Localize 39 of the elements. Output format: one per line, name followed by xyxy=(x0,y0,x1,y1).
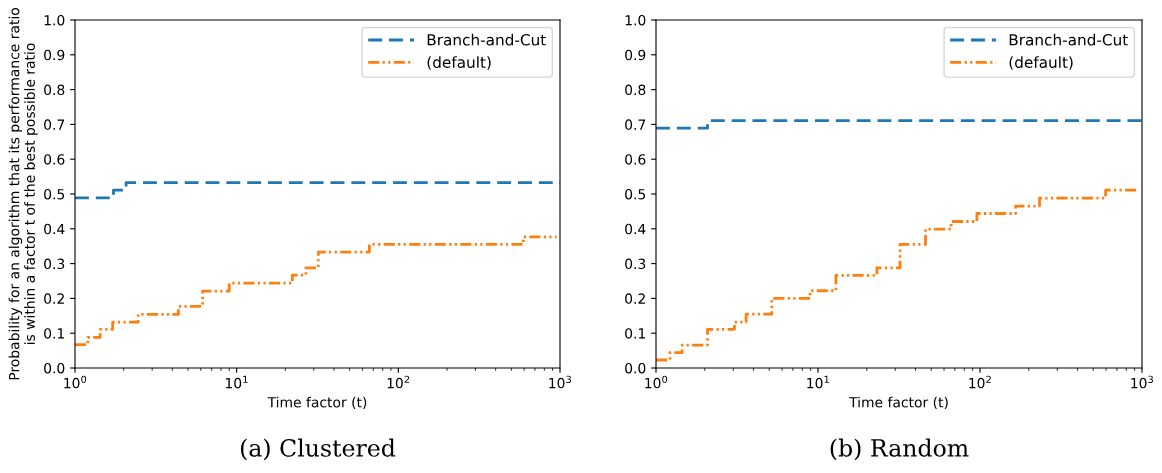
y-tick-label: 1.0 xyxy=(44,14,65,26)
y-tick-label: 0.3 xyxy=(625,258,646,270)
y-tick-label: 0.4 xyxy=(44,223,65,235)
y-tick-label: 0.2 xyxy=(625,293,645,304)
y-tick-label: 0.0 xyxy=(625,362,646,374)
legend-label: (default) xyxy=(1009,56,1073,70)
y-tick-label: 0.9 xyxy=(44,49,65,61)
y-tick-label: 0.5 xyxy=(625,188,646,200)
y-tick-label: 0.7 xyxy=(44,119,65,130)
text: (b) Random xyxy=(830,438,969,461)
x-tick-label: 10$^{0}$ xyxy=(645,375,668,389)
y-tick-label: 0.0 xyxy=(44,362,65,374)
y-tick-label: 0.1 xyxy=(625,328,645,339)
y-tick-label: 0.1 xyxy=(44,328,64,339)
y-tick-label: 0.4 xyxy=(625,223,646,235)
y-tick-label: 1.0 xyxy=(625,14,646,26)
legend-label: Branch-and-Cut xyxy=(427,33,546,46)
y-tick-label: 0.8 xyxy=(44,84,65,96)
x-tick-label: 10$^{3}$ xyxy=(1131,375,1153,389)
x-tick-label: 10$^{1}$ xyxy=(225,375,248,389)
y-tick-label: 0.2 xyxy=(44,293,64,304)
y-tick-label: 0.6 xyxy=(44,154,65,165)
x-tick-label: 10$^{1}$ xyxy=(807,375,829,389)
y-tick-label: 0.3 xyxy=(44,258,65,270)
x-tick-label: 10$^{0}$ xyxy=(64,375,87,389)
x-tick-label: 10$^{2}$ xyxy=(387,375,410,389)
y-tick-label: 0.7 xyxy=(625,119,646,130)
y-tick-label: 0.6 xyxy=(625,154,646,165)
x-tick-label: 10$^{2}$ xyxy=(969,375,991,389)
y-tick-label: 0.8 xyxy=(625,84,646,96)
x-axis-title: Time factor (t) xyxy=(267,396,367,410)
x-axis-title: Time factor (t) xyxy=(849,396,948,410)
y-tick-label: 0.5 xyxy=(44,188,65,200)
legend-label: (default) xyxy=(427,56,491,70)
legend-label: Branch-and-Cut xyxy=(1009,33,1128,46)
x-tick-label: 10$^{3}$ xyxy=(549,375,571,389)
text: (a) Clustered xyxy=(240,438,396,461)
y-tick-label: 0.9 xyxy=(625,49,646,61)
y-axis-title: Probability for an algorithm that its performance ratio is within a factor t of the best possible ratio xyxy=(8,8,38,380)
